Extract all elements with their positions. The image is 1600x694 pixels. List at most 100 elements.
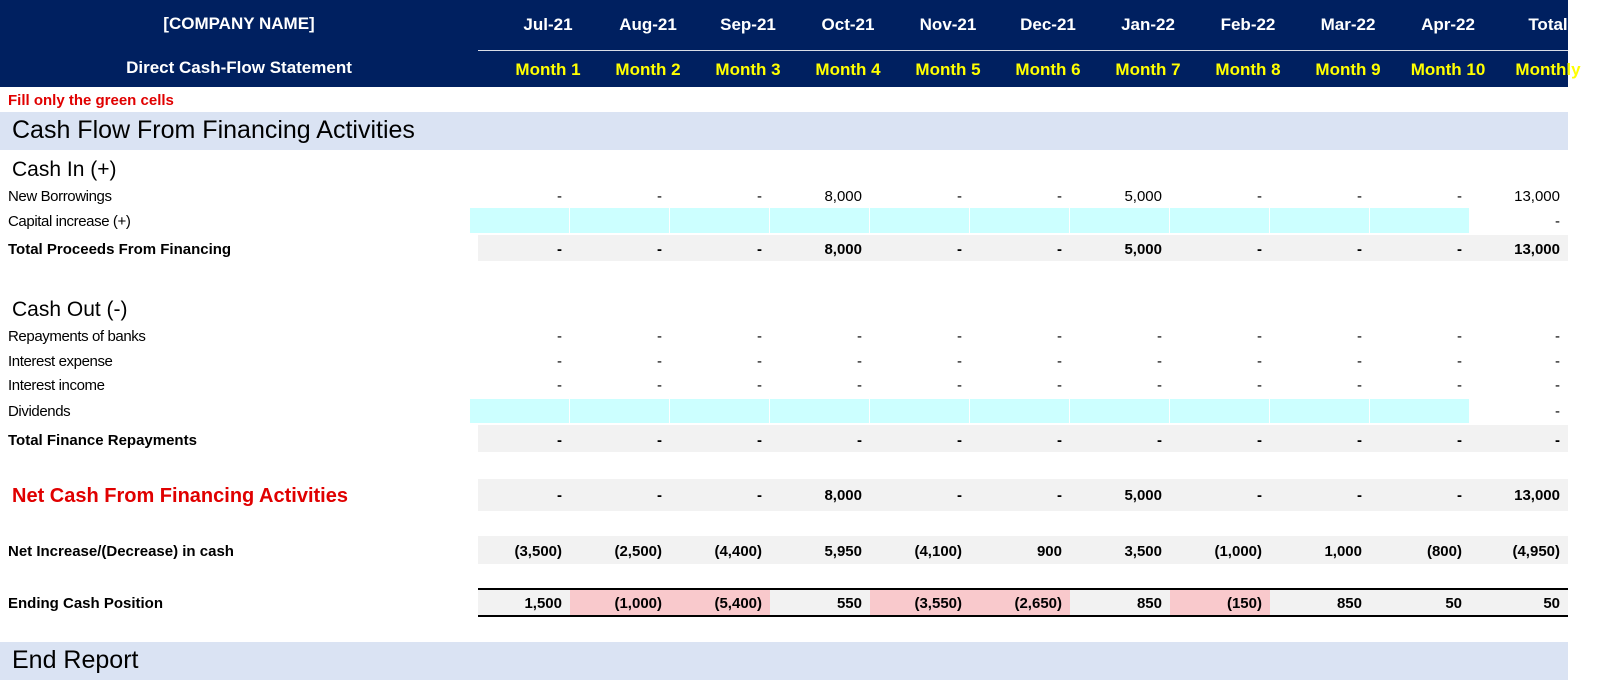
- cell-ending-cash-total: 50: [1543, 595, 1560, 612]
- input-cell-dividends-9[interactable]: [1270, 399, 1369, 423]
- input-cell-dividends-7[interactable]: [1070, 399, 1169, 423]
- cell-new-borrowings-total: 13,000: [1514, 188, 1560, 205]
- cell-ending-cash-month-2: (1,000): [614, 595, 662, 612]
- cell-total-repayments-month-10: -: [1457, 432, 1462, 449]
- period-month-10: Month 10: [1410, 60, 1486, 79]
- cell-net-financing-month-3: -: [757, 487, 762, 504]
- input-cell-capital-increase-4[interactable]: [770, 208, 869, 233]
- period-date-3: Sep-21: [720, 15, 776, 34]
- input-cell-capital-increase-8[interactable]: [1170, 208, 1269, 233]
- cell-ending-cash-month-10: 50: [1445, 595, 1462, 612]
- cell-total-proceeds-month-8: -: [1257, 241, 1262, 258]
- ending-cash-top-border: [478, 588, 1568, 590]
- cell-total-proceeds-month-3: -: [757, 241, 762, 258]
- row-label-new-borrowings: New Borrowings: [8, 188, 112, 205]
- input-cell-dividends-5[interactable]: [870, 399, 969, 423]
- cell-interest-expense-total: -: [1555, 353, 1560, 370]
- cell-interest-expense-month-2: -: [657, 353, 662, 370]
- cell-net-financing-month-7: 5,000: [1124, 487, 1162, 504]
- input-cell-capital-increase-6[interactable]: [970, 208, 1069, 233]
- cell-interest-income-month-5: -: [957, 377, 962, 394]
- cell-net-increase-month-9: 1,000: [1324, 543, 1362, 560]
- ending-cash-bottom-border: [478, 615, 1568, 617]
- cell-total-repayments-total: -: [1555, 432, 1560, 449]
- row-label-total-proceeds: Total Proceeds From Financing: [8, 241, 232, 258]
- cell-new-borrowings-month-8: -: [1257, 188, 1262, 205]
- cell-net-increase-month-4: 5,950: [824, 543, 862, 560]
- cell-repayments-banks-month-3: -: [757, 328, 762, 345]
- period-month-7: Month 7: [1115, 60, 1181, 79]
- cell-repayments-banks-month-2: -: [657, 328, 662, 345]
- cell-interest-expense-month-8: -: [1257, 353, 1262, 370]
- end-report-title: End Report: [12, 646, 139, 674]
- cell-net-increase-month-7: 3,500: [1124, 543, 1162, 560]
- cell-net-financing-total: 13,000: [1514, 487, 1560, 504]
- cash-out-title: Cash Out (-): [12, 298, 128, 321]
- company-name: [COMPANY NAME]: [163, 14, 315, 33]
- cell-interest-income-total: -: [1555, 377, 1560, 394]
- period-date-4: Oct-21: [821, 15, 875, 34]
- cell-repayments-banks-month-1: -: [557, 328, 562, 345]
- section-title-financing: Cash Flow From Financing Activities: [12, 116, 415, 144]
- cell-interest-expense-month-10: -: [1457, 353, 1462, 370]
- input-cell-capital-increase-2[interactable]: [570, 208, 669, 233]
- input-cell-dividends-3[interactable]: [670, 399, 769, 423]
- period-date-10: Apr-22: [1421, 15, 1475, 34]
- cell-new-borrowings-month-10: -: [1457, 188, 1462, 205]
- input-cell-dividends-4[interactable]: [770, 399, 869, 423]
- net-increase-row-bg: [478, 536, 1568, 564]
- input-cell-capital-increase-7[interactable]: [1070, 208, 1169, 233]
- report-header: [0, 0, 1568, 87]
- input-cell-dividends-8[interactable]: [1170, 399, 1269, 423]
- input-cell-dividends-10[interactable]: [1370, 399, 1469, 423]
- cell-net-increase-month-1: (3,500): [514, 543, 562, 560]
- cell-repayments-banks-month-6: -: [1057, 328, 1062, 345]
- input-cell-capital-increase-10[interactable]: [1370, 208, 1469, 233]
- negative-highlight-ending-cash-5: [870, 590, 970, 615]
- period-date-7: Jan-22: [1121, 15, 1175, 34]
- total-repayments-row-bg: [478, 425, 1568, 452]
- cell-total-repayments-month-4: -: [857, 432, 862, 449]
- cell-net-financing-month-6: -: [1057, 487, 1062, 504]
- cell-net-financing-month-5: -: [957, 487, 962, 504]
- input-cell-dividends-2[interactable]: [570, 399, 669, 423]
- input-cell-dividends-6[interactable]: [970, 399, 1069, 423]
- cell-new-borrowings-month-4: 8,000: [824, 188, 862, 205]
- cell-interest-income-month-8: -: [1257, 377, 1262, 394]
- cell-new-borrowings-month-6: -: [1057, 188, 1062, 205]
- cell-ending-cash-month-3: (5,400): [714, 595, 762, 612]
- period-date-5: Nov-21: [919, 15, 977, 34]
- negative-highlight-ending-cash-3: [670, 590, 770, 615]
- input-cell-capital-increase-5[interactable]: [870, 208, 969, 233]
- section-band-end: [0, 642, 1568, 680]
- input-cell-dividends-1[interactable]: [470, 399, 569, 423]
- cell-interest-expense-month-4: -: [857, 353, 862, 370]
- cell-dividends-total: -: [1555, 403, 1560, 420]
- cell-new-borrowings-month-3: -: [757, 188, 762, 205]
- input-cell-capital-increase-9[interactable]: [1270, 208, 1369, 233]
- cell-interest-expense-month-3: -: [757, 353, 762, 370]
- cell-net-increase-total: (4,950): [1512, 543, 1560, 560]
- period-date-8: Feb-22: [1220, 15, 1276, 34]
- period-month-5: Month 5: [915, 60, 981, 79]
- net-financing-row-bg: [478, 479, 1568, 511]
- period-date-1: Jul-21: [523, 15, 573, 34]
- cell-net-financing-month-9: -: [1357, 487, 1362, 504]
- cell-interest-expense-month-1: -: [557, 353, 562, 370]
- cell-interest-income-month-2: -: [657, 377, 662, 394]
- cell-repayments-banks-month-4: -: [857, 328, 862, 345]
- input-cell-capital-increase-3[interactable]: [670, 208, 769, 233]
- cell-ending-cash-month-4: 550: [836, 595, 862, 612]
- row-label-interest-expense: Interest expense: [8, 353, 113, 370]
- input-cell-capital-increase-1[interactable]: [470, 208, 569, 233]
- total-header: Total: [1528, 15, 1568, 34]
- cell-ending-cash-month-7: 850: [1136, 595, 1162, 612]
- period-month-4: Month 4: [815, 60, 881, 79]
- cell-interest-income-month-3: -: [757, 377, 762, 394]
- period-date-6: Dec-21: [1020, 15, 1076, 34]
- negative-highlight-ending-cash-6: [970, 590, 1070, 615]
- period-month-2: Month 2: [615, 60, 681, 79]
- cell-interest-income-month-10: -: [1457, 377, 1462, 394]
- cell-total-repayments-month-9: -: [1357, 432, 1362, 449]
- cell-total-repayments-month-8: -: [1257, 432, 1262, 449]
